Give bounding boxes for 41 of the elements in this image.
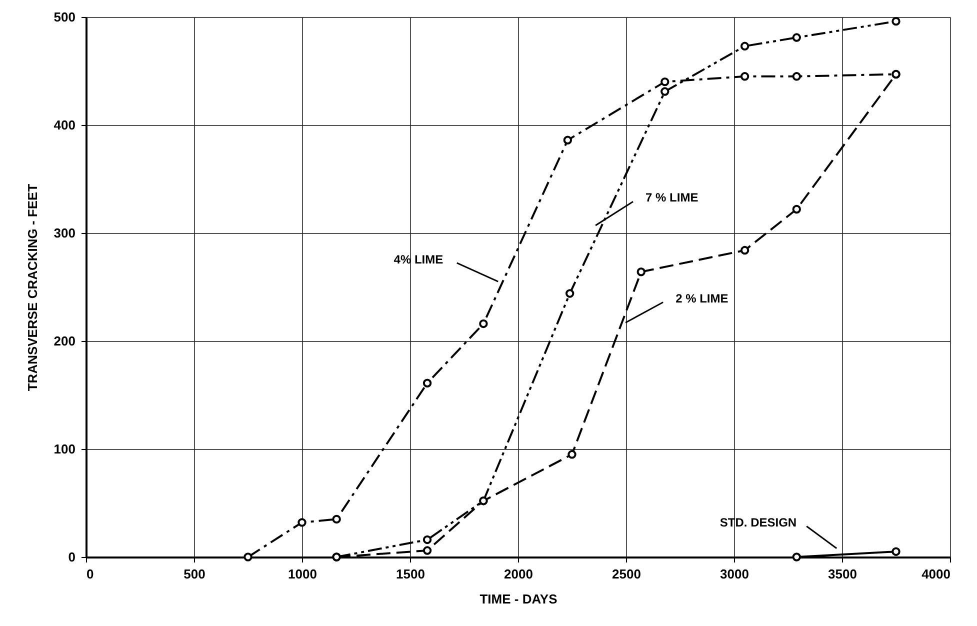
- y-tick-label: 400: [54, 118, 76, 132]
- point: [422, 378, 432, 388]
- x-axis-title: TIME - DAYS: [480, 592, 558, 606]
- y-tick-label: 300: [54, 226, 76, 240]
- point: [892, 16, 900, 26]
- annotation: 2 % LIME: [676, 292, 728, 306]
- point: [660, 77, 670, 86]
- point: [244, 552, 252, 562]
- y-tick-label: 500: [54, 10, 76, 24]
- y-axis-title: TRANSVERSE CRACKING - FEET: [24, 184, 40, 392]
- x-tick-label: 2000: [504, 566, 533, 582]
- x-tick-label: 1000: [288, 566, 317, 582]
- x-tick-label: 3500: [828, 566, 857, 582]
- x-tick-label: 1500: [396, 566, 425, 582]
- y-tick-label: 0: [68, 550, 76, 564]
- point: [792, 204, 801, 214]
- point: [792, 72, 801, 81]
- point: [792, 33, 801, 42]
- point: [740, 246, 750, 255]
- point: [422, 546, 432, 555]
- y-tick-label: 100: [54, 442, 76, 456]
- point: [892, 547, 900, 556]
- point: [565, 289, 574, 298]
- annotation: 7 % LIME: [646, 190, 698, 204]
- point: [298, 518, 306, 527]
- point: [332, 514, 341, 524]
- point: [660, 87, 670, 96]
- point: [479, 319, 488, 328]
- y-tick-label: 200: [54, 334, 76, 348]
- x-tick-label: 2500: [612, 566, 641, 582]
- point: [422, 535, 432, 544]
- x-tick-label: 500: [184, 566, 206, 582]
- x-tick-label: 3000: [720, 566, 749, 582]
- point: [568, 450, 576, 459]
- point: [563, 136, 572, 144]
- point: [636, 268, 646, 276]
- x-tick-label: 0: [86, 566, 94, 582]
- x-tick-label: 4000: [922, 566, 950, 582]
- point: [740, 72, 750, 81]
- point: [792, 552, 801, 562]
- point: [740, 42, 750, 51]
